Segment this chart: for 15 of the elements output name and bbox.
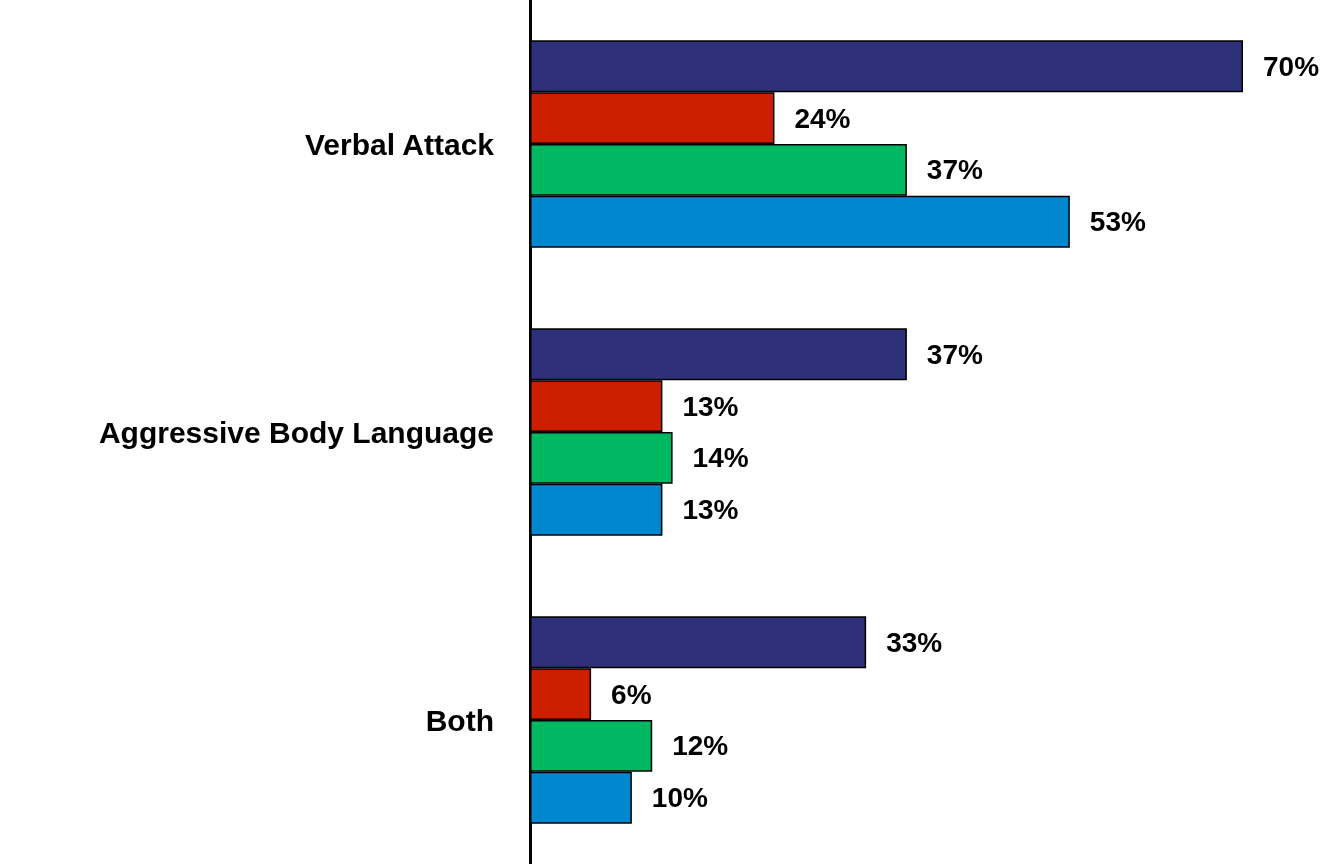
data-label: 53% bbox=[1089, 206, 1146, 238]
y-tick-label: Verbal Attack bbox=[305, 127, 495, 161]
data-label: 13% bbox=[682, 494, 739, 526]
y-tick-label: Both bbox=[425, 703, 494, 737]
data-label: 13% bbox=[682, 390, 739, 422]
y-tick-label: Aggressive Body Language bbox=[98, 415, 494, 449]
data-label: 10% bbox=[651, 782, 708, 814]
data-label: 37% bbox=[926, 154, 984, 186]
data-label: 14% bbox=[692, 442, 749, 474]
data-label: 24% bbox=[794, 102, 851, 134]
data-label: 12% bbox=[672, 730, 729, 762]
data-label: 37% bbox=[926, 338, 984, 370]
data-label: 33% bbox=[886, 626, 943, 658]
data-label: 70% bbox=[1263, 50, 1320, 82]
data-label: 6% bbox=[611, 678, 652, 710]
